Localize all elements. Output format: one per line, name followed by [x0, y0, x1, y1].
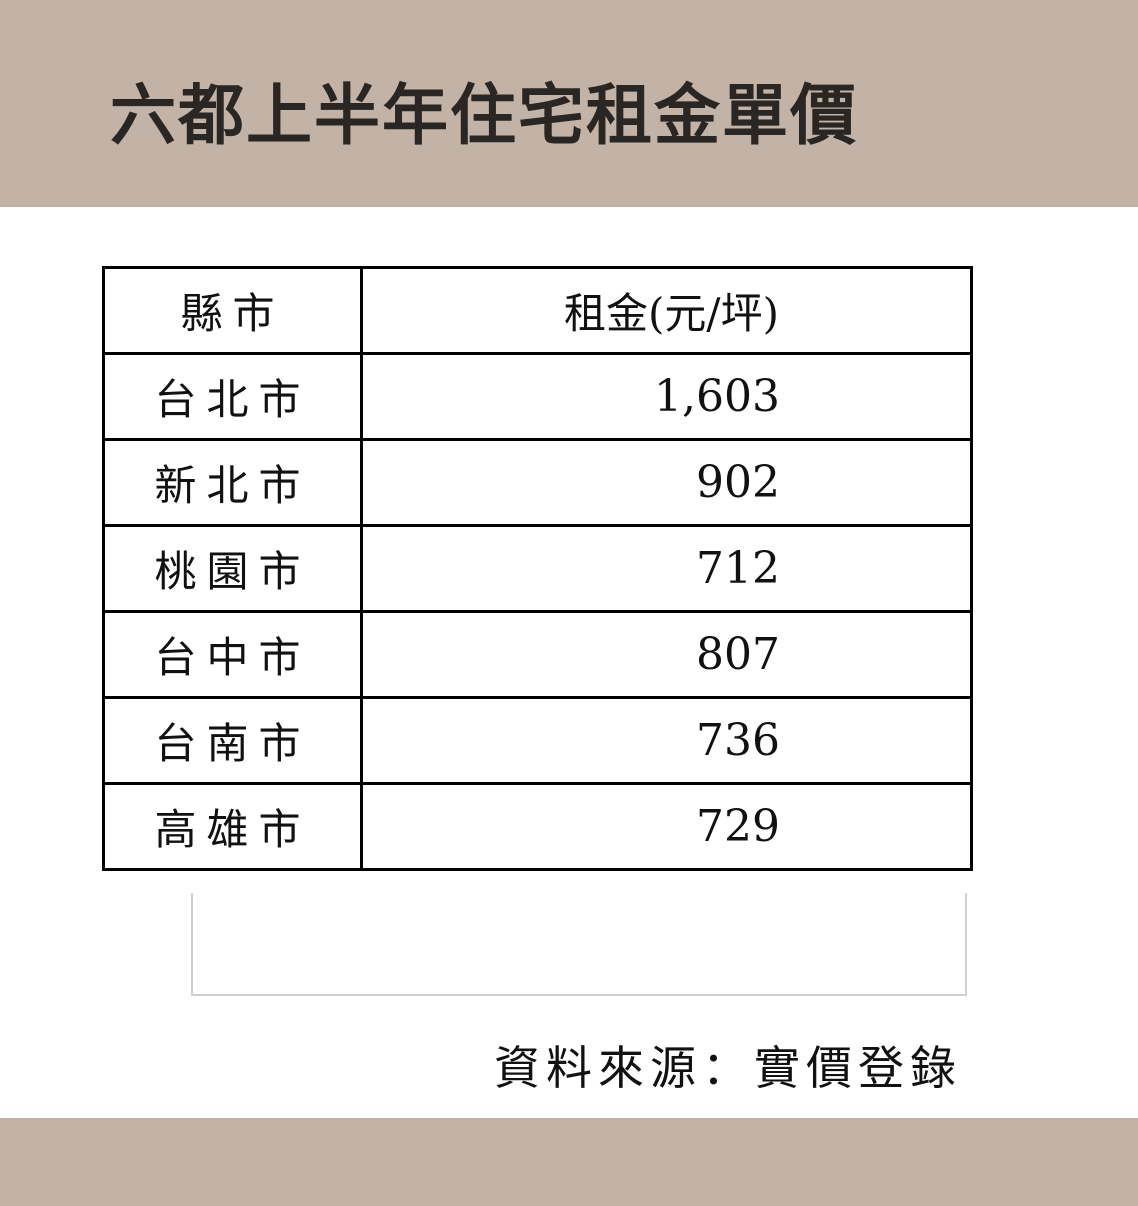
- table-row: 台北市 1,603: [102, 352, 973, 441]
- table-row: 台南市 736: [102, 696, 973, 785]
- empty-box: [191, 893, 967, 996]
- table-row: 高雄市 729: [102, 782, 973, 871]
- city-cell: 台南市: [102, 696, 363, 785]
- header-band: [0, 0, 1138, 207]
- rent-cell: 729: [360, 782, 973, 871]
- rent-cell: 807: [360, 610, 973, 699]
- column-header-city: 縣市: [102, 266, 363, 355]
- rent-cell: 712: [360, 524, 973, 613]
- footer-band: [0, 1118, 1138, 1206]
- rent-cell: 1,603: [360, 352, 973, 441]
- rent-cell: 902: [360, 438, 973, 527]
- rent-table: 縣市 租金(元/坪) 台北市 1,603 新北市 902 桃園市 712 台中市 807 台南市…: [102, 266, 973, 871]
- city-cell: 台北市: [102, 352, 363, 441]
- rent-cell: 736: [360, 696, 973, 785]
- table-row: 台中市 807: [102, 610, 973, 699]
- column-header-rent: 租金(元/坪): [360, 266, 973, 355]
- table-row: 桃園市 712: [102, 524, 973, 613]
- city-cell: 新北市: [102, 438, 363, 527]
- city-cell: 桃園市: [102, 524, 363, 613]
- page-title: 六都上半年住宅租金單價: [110, 77, 858, 154]
- city-cell: 台中市: [102, 610, 363, 699]
- table-row: 新北市 902: [102, 438, 973, 527]
- table-header-row: 縣市 租金(元/坪): [102, 266, 973, 355]
- source-note: 資料來源：實價登錄: [494, 1041, 962, 1095]
- city-cell: 高雄市: [102, 782, 363, 871]
